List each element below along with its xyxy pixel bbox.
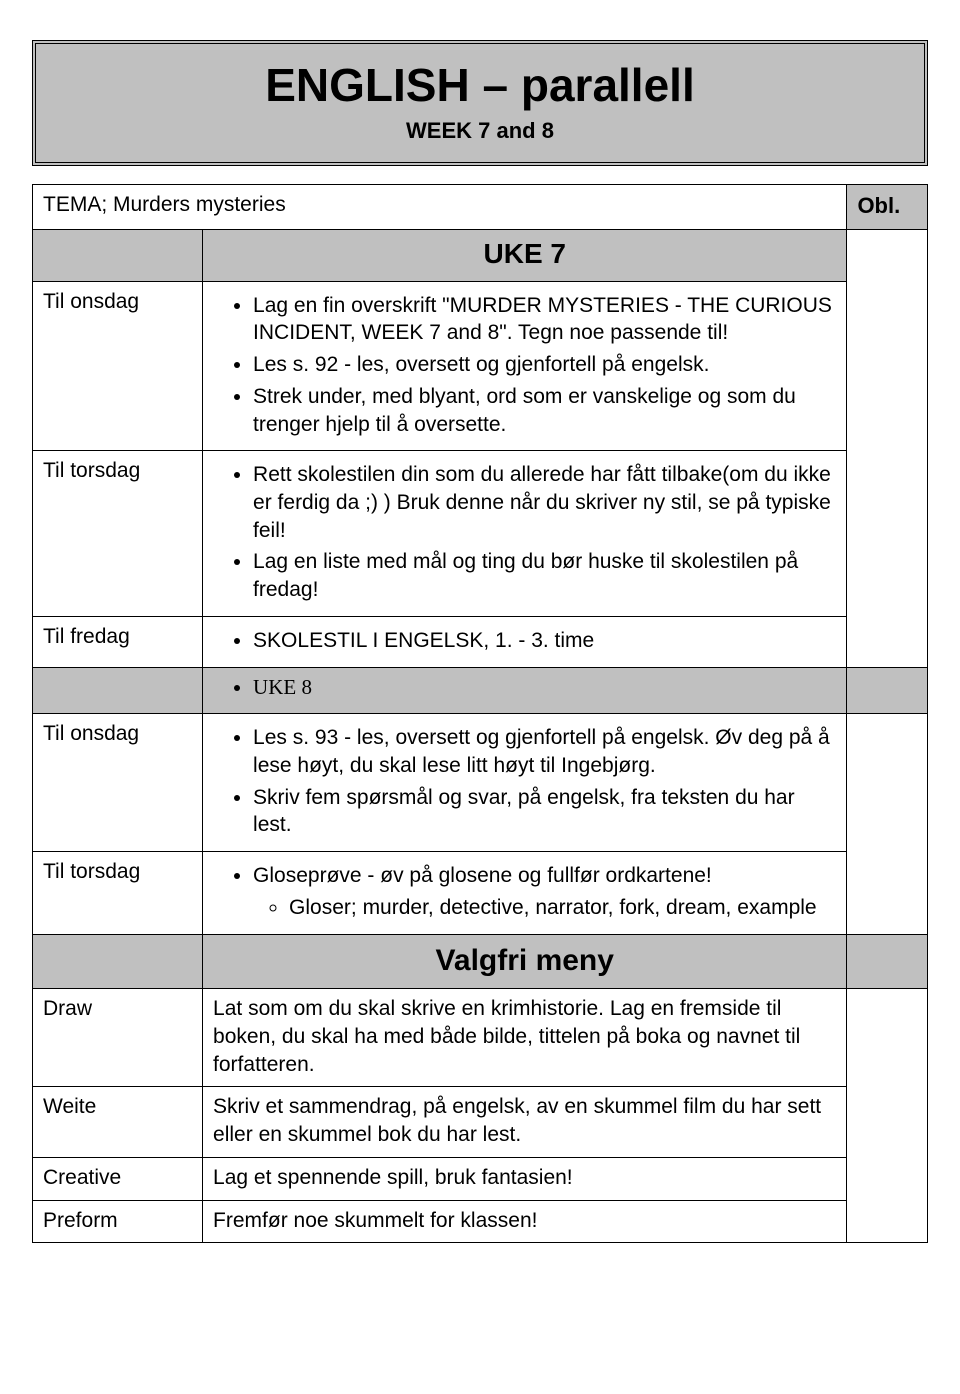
weite-row: Weite Skriv et sammendrag, på engelsk, a… <box>33 1087 928 1157</box>
uke8-spacer <box>33 667 203 714</box>
obl-header: Obl. <box>847 185 928 230</box>
list-item: Strek under, med blyant, ord som er vans… <box>253 383 836 438</box>
obl-blank-uke8-hdr <box>847 667 928 714</box>
creative-row: Creative Lag et spennende spill, bruk fa… <box>33 1157 928 1200</box>
valgfri-title: Valgfri meny <box>436 944 614 977</box>
fredag-row: Til fredag SKOLESTIL I ENGELSK, 1. - 3. … <box>33 616 928 667</box>
valgfri-title-cell: Valgfri meny <box>203 934 847 989</box>
header-box: ENGLISH – parallell WEEK 7 and 8 <box>32 40 928 166</box>
fredag-day: Til fredag <box>33 616 203 667</box>
torsdag1-row: Til torsdag Rett skolestilen din som du … <box>33 451 928 617</box>
uke8-title: UKE 8 <box>253 674 836 702</box>
weite-day: Weite <box>33 1087 203 1157</box>
draw-day: Draw <box>33 989 203 1087</box>
list-item: Lag en fin overskrift "MURDER MYSTERIES … <box>253 292 836 347</box>
draw-task: Lat som om du skal skrive en krimhistori… <box>203 989 847 1087</box>
onsdag2-tasks: Les s. 93 - les, oversett og gjenfortell… <box>203 714 847 852</box>
obl-blank-valgfri-hdr <box>847 934 928 989</box>
list-item: Skriv fem spørsmål og svar, på engelsk, … <box>253 784 836 839</box>
list-item: Lag en liste med mål og ting du bør husk… <box>253 548 836 603</box>
uke8-title-cell: UKE 8 <box>203 667 847 714</box>
list-item-text: Gloseprøve - øv på glosene og fullfør or… <box>253 864 712 887</box>
uke7-header-row: UKE 7 <box>33 229 928 281</box>
list-item: Rett skolestilen din som du allerede har… <box>253 461 836 544</box>
fredag-tasks: SKOLESTIL I ENGELSK, 1. - 3. time <box>203 616 847 667</box>
obl-blank-uke8 <box>847 714 928 934</box>
valgfri-spacer <box>33 934 203 989</box>
torsdag2-day: Til torsdag <box>33 852 203 934</box>
list-item: Gloser; murder, detective, narrator, for… <box>289 894 836 922</box>
list-item: Les s. 93 - les, oversett og gjenfortell… <box>253 724 836 779</box>
creative-day: Creative <box>33 1157 203 1200</box>
page-subtitle: WEEK 7 and 8 <box>46 118 914 144</box>
tema-row: TEMA; Murders mysteries Obl. <box>33 185 928 230</box>
obl-label: Obl. <box>857 193 900 218</box>
list-item: SKOLESTIL I ENGELSK, 1. - 3. time <box>253 627 836 655</box>
torsdag1-tasks: Rett skolestilen din som du allerede har… <box>203 451 847 617</box>
obl-blank-uke7 <box>847 229 928 667</box>
uke7-title-cell: UKE 7 <box>203 229 847 281</box>
draw-row: Draw Lat som om du skal skrive en krimhi… <box>33 989 928 1087</box>
obl-blank-valgfri <box>847 989 928 1243</box>
onsdag1-day: Til onsdag <box>33 281 203 451</box>
onsdag2-row: Til onsdag Les s. 93 - les, oversett og … <box>33 714 928 852</box>
preform-task: Fremfør noe skummelt for klassen! <box>203 1200 847 1243</box>
page-title: ENGLISH – parallell <box>46 58 914 112</box>
tema-cell: TEMA; Murders mysteries <box>33 185 847 230</box>
valgfri-header-row: Valgfri meny <box>33 934 928 989</box>
preform-day: Preform <box>33 1200 203 1243</box>
uke7-title: UKE 7 <box>484 238 566 269</box>
torsdag2-row: Til torsdag Gloseprøve - øv på glosene o… <box>33 852 928 934</box>
creative-task: Lag et spennende spill, bruk fantasien! <box>203 1157 847 1200</box>
preform-row: Preform Fremfør noe skummelt for klassen… <box>33 1200 928 1243</box>
uke8-header-row: UKE 8 <box>33 667 928 714</box>
torsdag1-day: Til torsdag <box>33 451 203 617</box>
onsdag2-day: Til onsdag <box>33 714 203 852</box>
weite-task: Skriv et sammendrag, på engelsk, av en s… <box>203 1087 847 1157</box>
list-item: Les s. 92 - les, oversett og gjenfortell… <box>253 351 836 379</box>
torsdag2-tasks: Gloseprøve - øv på glosene og fullfør or… <box>203 852 847 934</box>
list-item: Gloseprøve - øv på glosene og fullfør or… <box>253 862 836 921</box>
uke7-spacer <box>33 229 203 281</box>
onsdag1-row: Til onsdag Lag en fin overskrift "MURDER… <box>33 281 928 451</box>
plan-table: TEMA; Murders mysteries Obl. UKE 7 Til o… <box>32 184 928 1243</box>
onsdag1-tasks: Lag en fin overskrift "MURDER MYSTERIES … <box>203 281 847 451</box>
